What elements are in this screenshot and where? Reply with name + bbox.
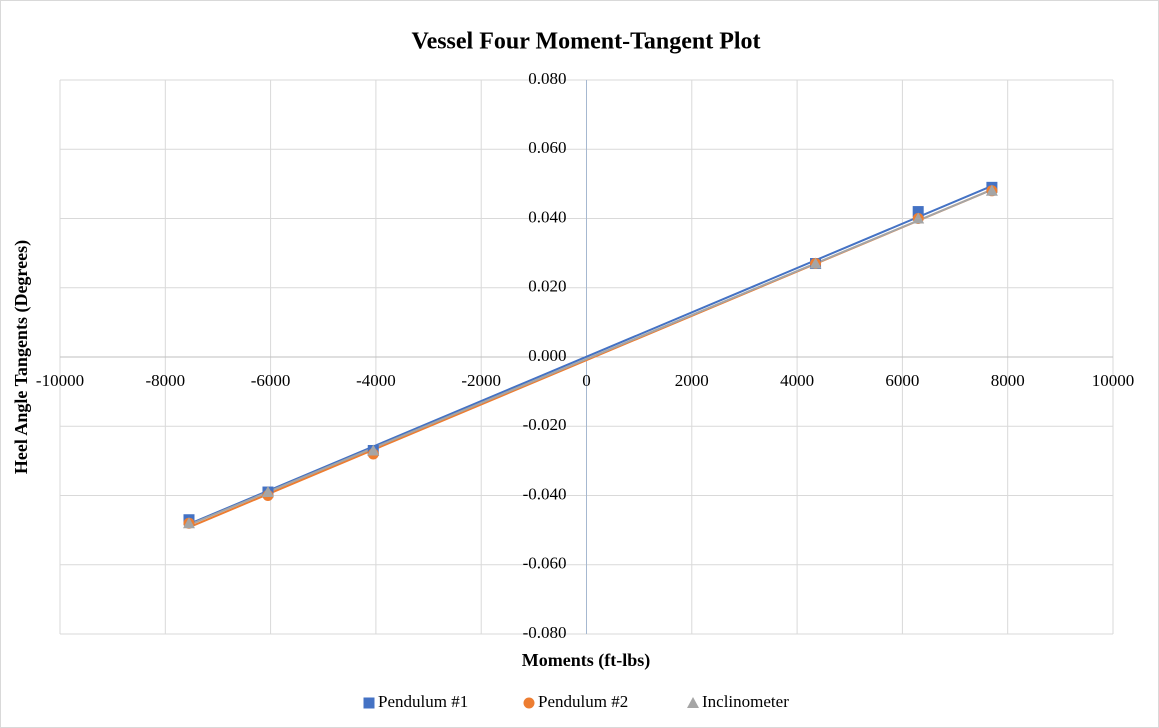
legend-label: Inclinometer bbox=[702, 692, 789, 711]
y-tick-label: -0.060 bbox=[523, 554, 567, 573]
y-axis-label: Heel Angle Tangents (Degrees) bbox=[11, 240, 32, 474]
x-tick-label: 8000 bbox=[991, 371, 1025, 390]
y-tick-label: -0.040 bbox=[523, 484, 567, 503]
trendline bbox=[188, 185, 993, 526]
x-tick-label: 4000 bbox=[780, 371, 814, 390]
x-tick-label: -2000 bbox=[461, 371, 501, 390]
point bbox=[261, 486, 274, 498]
x-tick-label: -4000 bbox=[356, 371, 396, 390]
point bbox=[809, 257, 822, 269]
y-tick-label: 0.060 bbox=[528, 138, 566, 157]
y-tick-label: 0.000 bbox=[528, 346, 566, 365]
point bbox=[985, 184, 998, 196]
x-tick-label: -10000 bbox=[36, 371, 84, 390]
legend-label: Pendulum #1 bbox=[378, 692, 468, 711]
legend-label: Pendulum #2 bbox=[538, 692, 628, 711]
legend-marker bbox=[363, 697, 375, 709]
chart-title: Vessel Four Moment-Tangent Plot bbox=[411, 29, 760, 55]
y-tick-label: 0.080 bbox=[528, 69, 566, 88]
point bbox=[367, 444, 380, 456]
x-tick-label: 6000 bbox=[885, 371, 919, 390]
y-tick-label: -0.020 bbox=[523, 415, 567, 434]
y-tick-label: 0.020 bbox=[528, 277, 566, 296]
point bbox=[912, 206, 924, 218]
x-tick-label: -8000 bbox=[145, 371, 185, 390]
x-tick-label: -6000 bbox=[251, 371, 291, 390]
legend-marker bbox=[523, 697, 535, 709]
legend-marker bbox=[687, 697, 699, 708]
y-tick-label: 0.040 bbox=[528, 207, 566, 226]
y-tick-label: -0.080 bbox=[523, 623, 567, 642]
point bbox=[912, 212, 925, 224]
trendline bbox=[188, 188, 993, 526]
point bbox=[182, 517, 195, 529]
x-tick-label: 10000 bbox=[1092, 371, 1135, 390]
x-axis-label: Moments (ft-lbs) bbox=[522, 650, 650, 671]
x-tick-label: 0 bbox=[582, 371, 591, 390]
x-tick-label: 2000 bbox=[675, 371, 709, 390]
